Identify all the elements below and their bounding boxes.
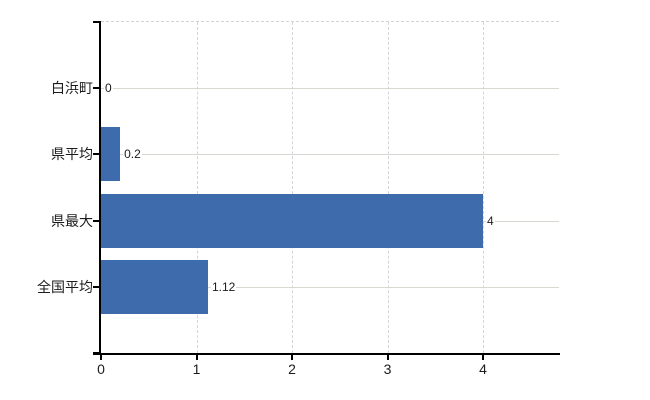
x-axis-tick — [195, 355, 198, 360]
bar — [101, 259, 208, 314]
vertical-gridline — [196, 22, 198, 353]
plot-area: 0 0.2 4 1.12 0 1 2 3 4 — [93, 21, 560, 377]
x-axis-tick — [386, 355, 389, 360]
x-tick-label: 1 — [192, 361, 201, 377]
y-axis-tick — [93, 219, 101, 222]
x-tick-label: 0 — [97, 361, 105, 377]
plot-top-border — [101, 21, 559, 22]
horizontal-gridline — [101, 286, 559, 288]
x-tick-label: 2 — [288, 361, 296, 377]
bar-value-label: 1.12 — [210, 279, 237, 294]
bar — [101, 127, 121, 182]
bar-value-label: 4 — [486, 213, 495, 228]
category-label: 白浜町 — [51, 80, 93, 97]
x-axis-tick — [482, 355, 484, 360]
y-axis-tick — [93, 285, 101, 288]
horizontal-gridline — [101, 88, 559, 90]
bar-value-label: 0 — [104, 81, 113, 96]
x-axis-tick — [100, 355, 102, 360]
y-axis-line — [99, 22, 101, 355]
vertical-gridline — [387, 22, 389, 353]
vertical-gridline — [483, 22, 484, 353]
x-tick-label: 3 — [383, 361, 392, 377]
y-axis-tick — [93, 87, 101, 90]
category-label: 県平均 — [51, 146, 93, 163]
x-axis-tick — [291, 355, 293, 360]
category-label: 県最大 — [51, 212, 93, 229]
x-axis-line — [93, 353, 560, 355]
y-axis-tick — [93, 21, 101, 23]
y-axis-tick — [93, 153, 101, 156]
bar — [101, 193, 483, 248]
bar-value-label: 0.2 — [123, 147, 142, 162]
y-axis-tick — [93, 352, 101, 354]
x-tick-label: 4 — [479, 361, 487, 377]
category-label: 全国平均 — [37, 278, 93, 295]
horizontal-gridline — [101, 154, 559, 156]
vertical-gridline — [292, 22, 293, 353]
